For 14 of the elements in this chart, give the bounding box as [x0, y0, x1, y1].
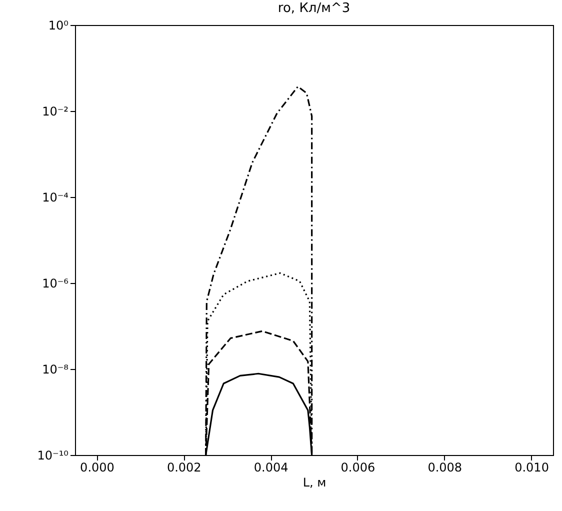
y-tick-label: 10⁻⁸: [42, 362, 69, 376]
x-tick-label: 0.008: [428, 460, 462, 474]
y-tick-label: 10⁻¹⁰: [37, 448, 69, 462]
x-tick-label: 0.010: [514, 460, 549, 474]
x-tick-label: 0.002: [166, 460, 202, 474]
chart-title: ro, Кл/м^3: [278, 1, 350, 16]
y-tick-label: 10⁻²: [42, 104, 69, 118]
x-axis-title: L, м: [302, 476, 326, 490]
y-tick-label: 10⁻⁴: [42, 190, 69, 204]
x-tick-label: 0.004: [254, 460, 288, 474]
y-tick-label: 10⁰: [48, 18, 69, 32]
x-tick-label: 0.006: [340, 460, 376, 474]
y-tick-label: 10⁻⁶: [42, 276, 69, 290]
x-tick-label: 0.000: [80, 460, 114, 474]
